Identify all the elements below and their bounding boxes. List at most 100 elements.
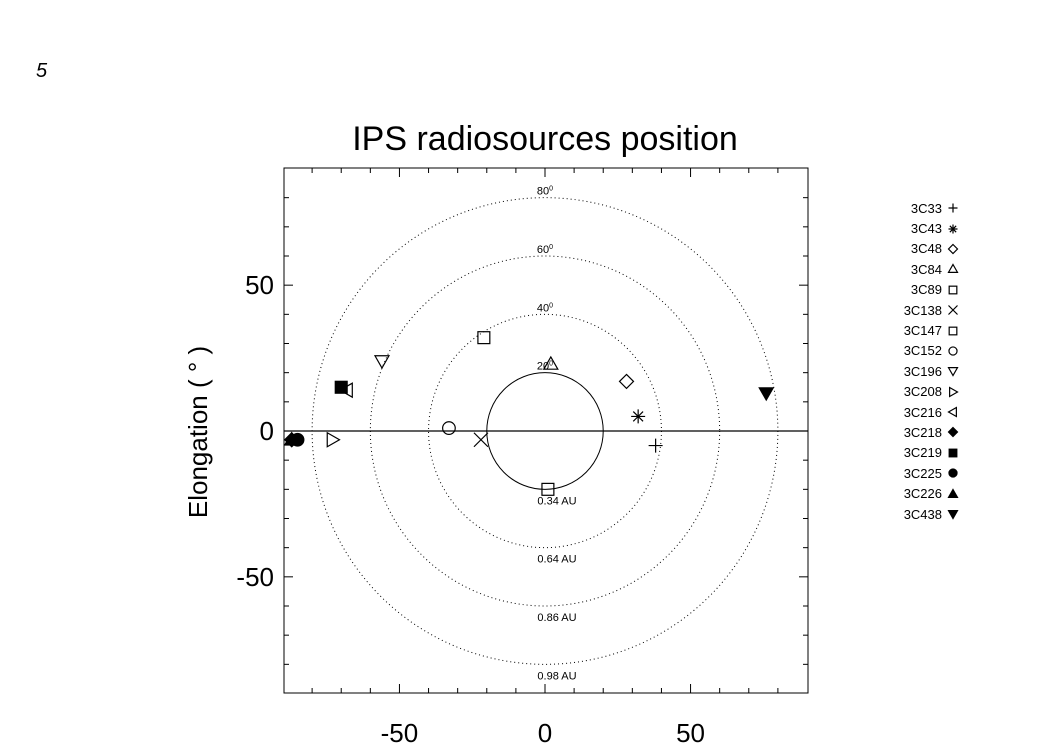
legend-label: 3C33 xyxy=(910,200,942,216)
data-point-3c33 xyxy=(648,438,663,453)
legend-label: 3C216 xyxy=(903,404,942,420)
legend-item: 3C33 xyxy=(860,198,960,218)
legend-label: 3C89 xyxy=(910,282,942,298)
legend-item: 3C84 xyxy=(860,259,960,279)
x-tick-label: -50 xyxy=(381,718,419,748)
legend-item: 3C89 xyxy=(860,280,960,300)
legend-item: 3C438 xyxy=(860,504,960,524)
legend-marker xyxy=(948,285,958,295)
legend-label: 3C84 xyxy=(910,261,942,277)
legend-item: 3C138 xyxy=(860,300,960,320)
page-number: 5 xyxy=(36,60,48,82)
y-tick-label: 50 xyxy=(245,270,274,300)
data-point-3c438 xyxy=(758,387,775,402)
y-tick-label: 0 xyxy=(260,416,274,446)
legend-marker xyxy=(948,448,958,458)
legend-marker xyxy=(947,510,959,520)
legend-item: 3C208 xyxy=(860,382,960,402)
ring-au-label: 0.86 AU xyxy=(537,612,576,624)
legend-symbol-icon xyxy=(948,326,958,335)
legend-symbol-icon xyxy=(947,243,959,255)
legend-symbol-icon xyxy=(949,386,959,398)
legend-item: 3C226 xyxy=(860,483,960,503)
elongation-ring xyxy=(428,313,662,549)
legend-item: 3C225 xyxy=(860,463,960,483)
legend-symbol-icon xyxy=(948,468,958,478)
elongation-ring xyxy=(311,197,779,665)
legend-item: 3C218 xyxy=(860,422,960,442)
legend-marker xyxy=(948,346,958,356)
legend-label: 3C208 xyxy=(903,384,942,400)
ring-angle-label: 800 xyxy=(537,186,553,198)
legend-marker xyxy=(948,224,958,234)
y-tick-label: -50 xyxy=(236,562,274,592)
legend-label: 3C152 xyxy=(903,343,942,359)
data-point-3c219 xyxy=(334,380,348,394)
data-point-3c147 xyxy=(477,331,491,345)
data-point-3c196 xyxy=(373,355,391,370)
ring-au-label: 0.98 AU xyxy=(537,670,576,682)
legend-symbol-icon xyxy=(947,406,957,418)
ring-au-label: 0.64 AU xyxy=(537,554,576,566)
legend-label: 3C138 xyxy=(903,302,942,318)
legend-symbol-icon xyxy=(947,510,959,520)
data-point-3c138 xyxy=(473,432,489,448)
legend-marker xyxy=(947,263,959,274)
legend-marker xyxy=(948,305,958,316)
data-point-3c89 xyxy=(541,482,555,496)
legend-label: 3C48 xyxy=(910,241,942,257)
data-point-3c152 xyxy=(442,421,456,435)
legend-symbol-icon xyxy=(947,263,959,274)
legend-label: 3C218 xyxy=(903,424,942,440)
legend-symbol-icon xyxy=(948,448,958,458)
elongation-ring xyxy=(486,372,604,490)
legend-label: 3C226 xyxy=(903,486,942,502)
data-point-3c48 xyxy=(618,373,635,390)
legend-marker xyxy=(949,386,959,398)
chart-title: IPS radiosources position xyxy=(352,120,738,158)
legend-item: 3C219 xyxy=(860,443,960,463)
y-axis-label: Elongation ( ° ) xyxy=(183,346,213,518)
legend-marker xyxy=(948,203,958,213)
legend-symbol-icon xyxy=(947,427,959,438)
legend-marker xyxy=(947,367,959,378)
ring-au-label: 0.34 AU xyxy=(537,495,576,507)
x-tick-label: 0 xyxy=(538,718,552,748)
legend-symbol-icon xyxy=(948,203,958,213)
legend-symbol-icon xyxy=(947,367,959,378)
data-point-3c84 xyxy=(542,355,559,370)
legend-label: 3C196 xyxy=(903,363,942,379)
legend-symbol-icon xyxy=(948,224,958,234)
legend-item: 3C196 xyxy=(860,361,960,381)
legend-symbol-icon xyxy=(948,346,958,356)
legend-item: 3C147 xyxy=(860,320,960,340)
legend-marker xyxy=(947,406,957,418)
legend-item: 3C43 xyxy=(860,218,960,238)
data-point-3c43 xyxy=(631,409,646,424)
legend-marker xyxy=(947,243,959,255)
data-point-3c208 xyxy=(326,431,341,448)
legend-label: 3C438 xyxy=(903,506,942,522)
legend-item: 3C152 xyxy=(860,341,960,361)
legend-marker xyxy=(947,427,959,438)
legend-symbol-icon xyxy=(948,285,958,295)
legend-symbol-icon xyxy=(948,305,958,316)
legend-item: 3C216 xyxy=(860,402,960,422)
legend-label: 3C147 xyxy=(903,323,942,339)
legend-marker xyxy=(947,487,959,498)
legend-marker xyxy=(948,326,958,335)
elongation-ring xyxy=(369,255,721,607)
x-tick-label: 50 xyxy=(676,718,705,748)
ring-angle-label: 400 xyxy=(537,302,553,314)
legend-marker xyxy=(948,468,958,478)
data-point-3c226 xyxy=(283,431,300,446)
legend-symbol-icon xyxy=(947,487,959,498)
legend-label: 3C225 xyxy=(903,465,942,481)
legend-label: 3C219 xyxy=(903,445,942,461)
ring-angle-label: 600 xyxy=(537,244,553,256)
legend-label: 3C43 xyxy=(910,221,942,237)
legend-item: 3C48 xyxy=(860,239,960,259)
legend: 3C33 3C43 3C48 3C84 3C89 3C138 3C147 3C152 3C196… xyxy=(860,198,960,524)
